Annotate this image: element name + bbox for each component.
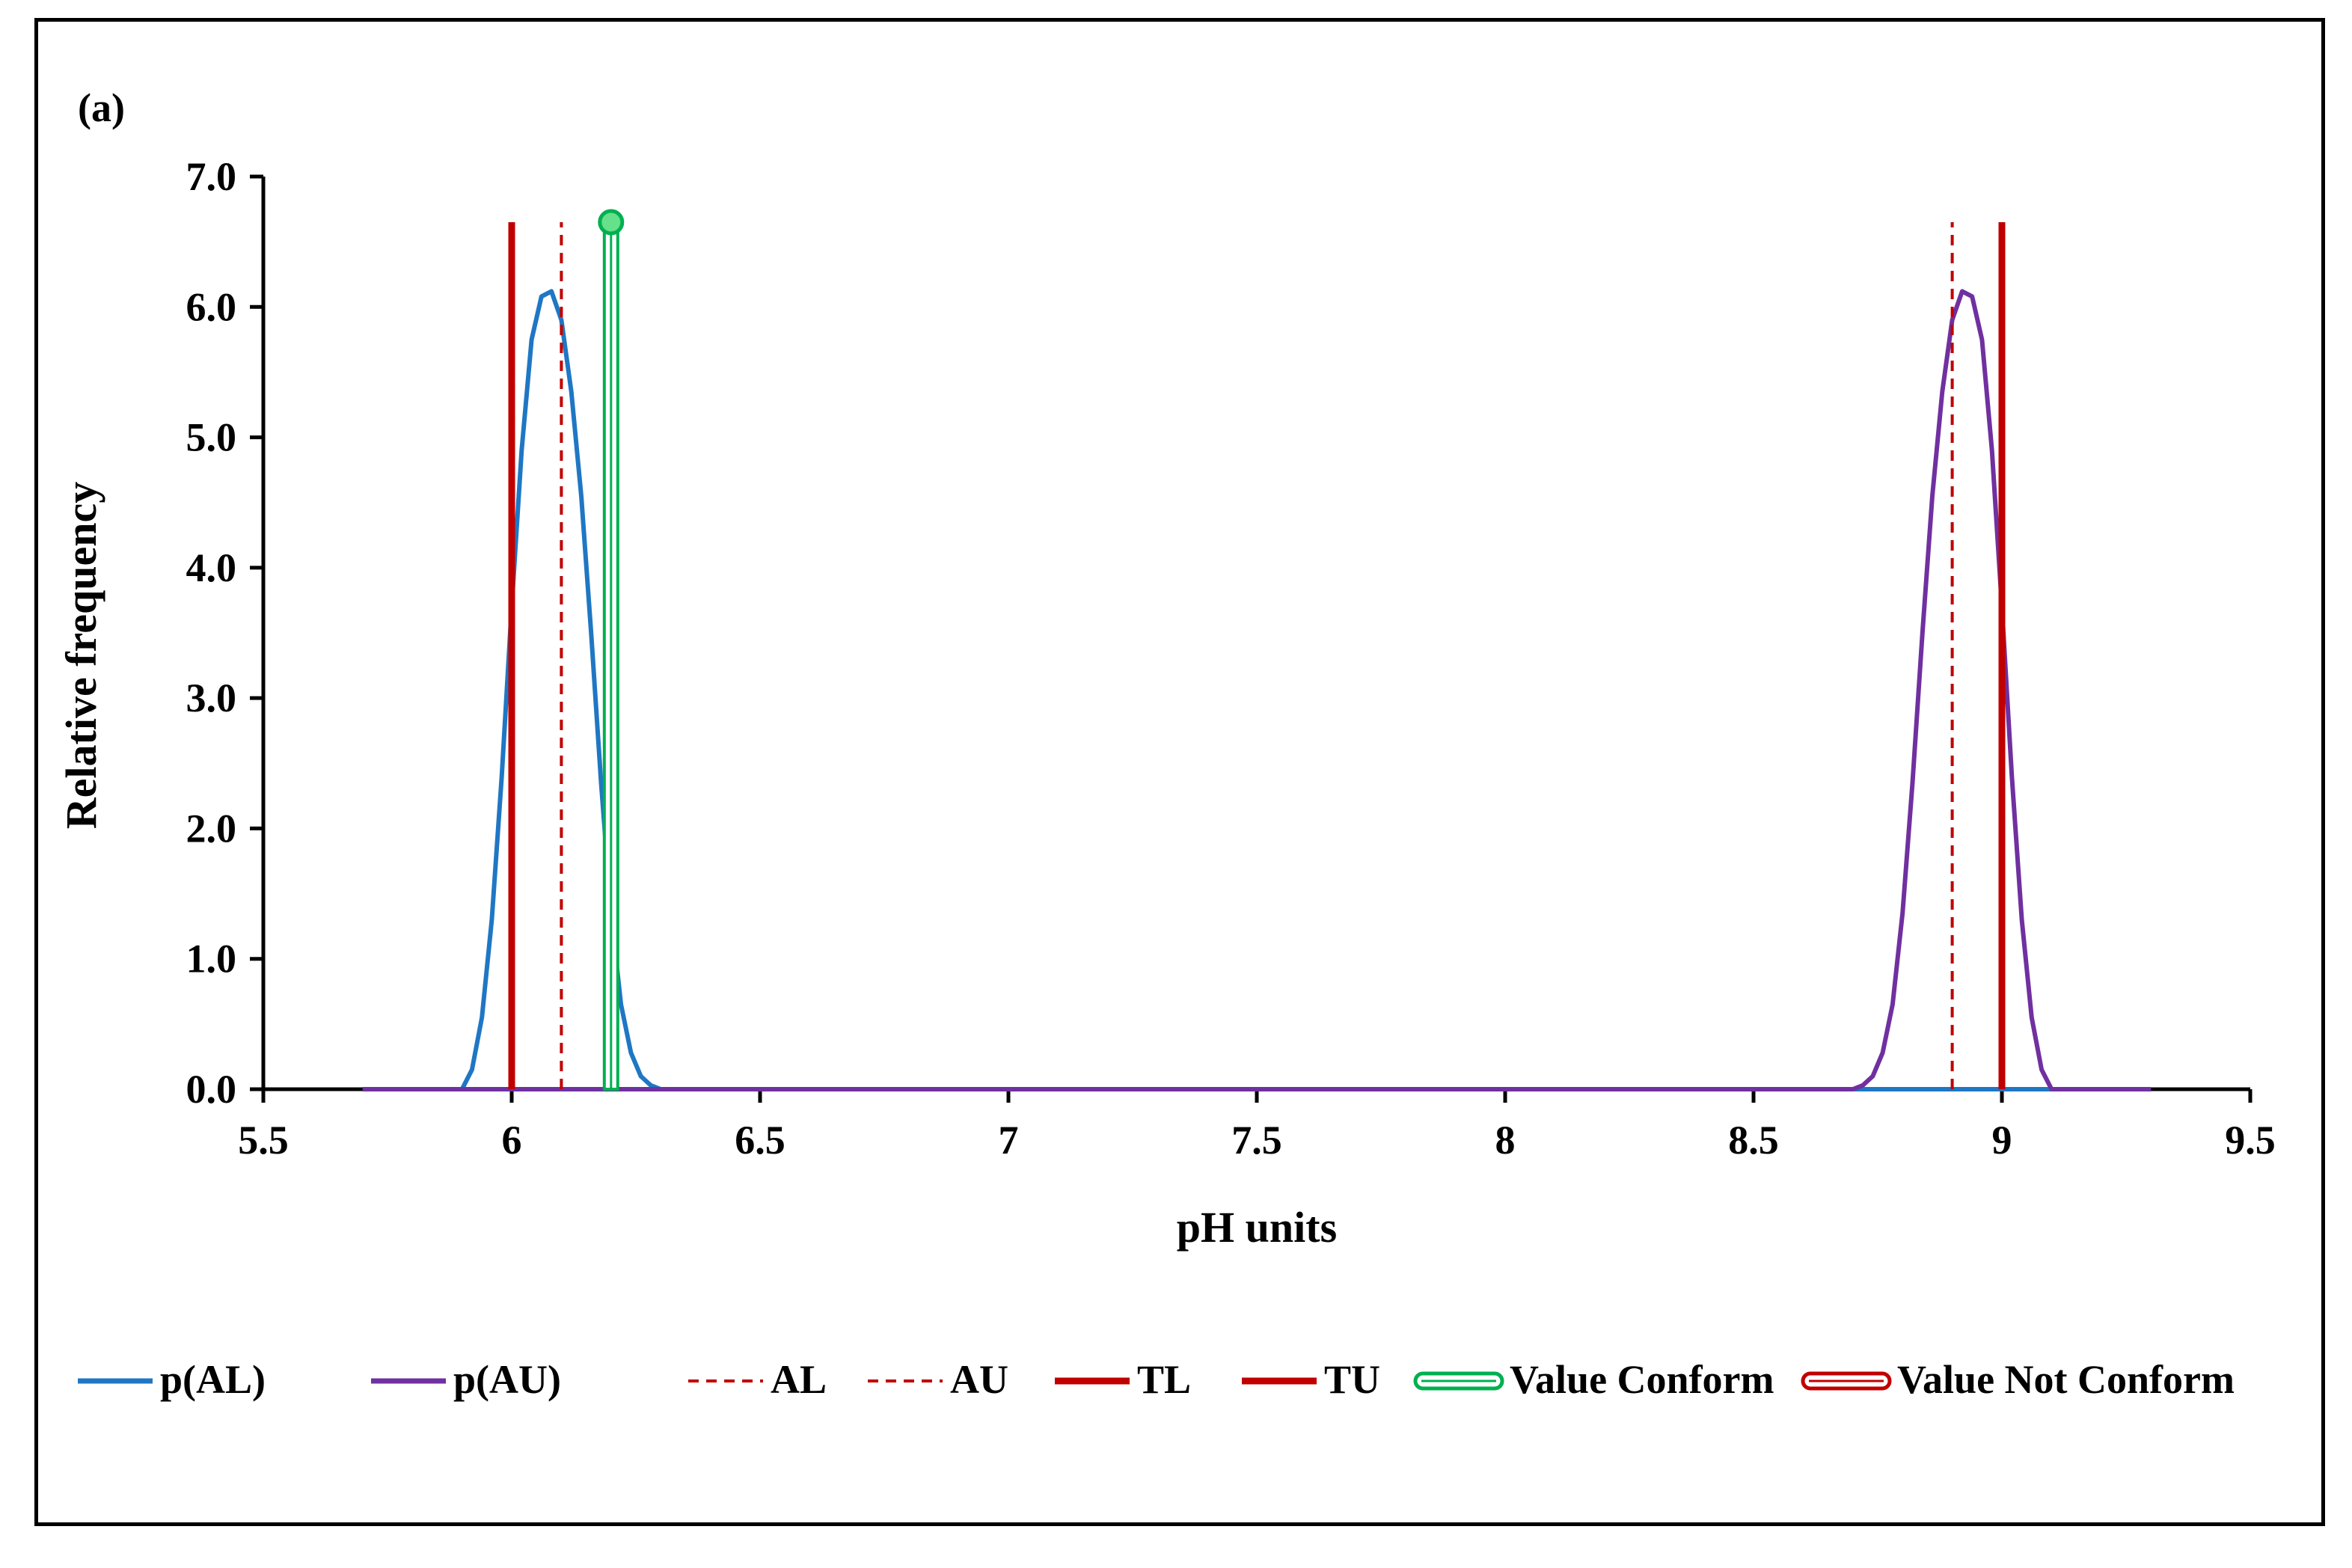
legend-label-p-al: p(AL) (160, 1357, 266, 1402)
legend-label-p-au: p(AU) (453, 1357, 561, 1402)
legend-label-value-conform: Value Conform (1510, 1357, 1774, 1402)
plot-layer: 0.0 1.0 2.0 3.0 4.0 5.0 6.0 7.0 5.5 6 6.5 7 7.5 8 8.5 9… (186, 154, 2276, 1163)
x-tick-label: 7 (999, 1118, 1019, 1163)
series-p-au-curve (362, 289, 2152, 1091)
y-tick-label: 0.0 (186, 1067, 237, 1112)
x-tick-label: 9.5 (2225, 1118, 2276, 1163)
y-tick-label: 1.0 (186, 937, 237, 981)
y-tick-label: 3.0 (186, 676, 237, 720)
y-tick-label: 5.0 (186, 415, 237, 460)
x-tick-label: 5.5 (238, 1118, 289, 1163)
y-tick-label: 7.0 (186, 154, 237, 199)
chart-frame (34, 18, 2325, 1526)
legend-label-tl: TL (1137, 1357, 1191, 1402)
x-tick-label: 6 (502, 1118, 522, 1163)
legend-label-al: AL (771, 1357, 827, 1402)
legend-label-value-not-conform: Value Not Conform (1897, 1357, 2235, 1402)
x-tick-label: 9 (1992, 1118, 2012, 1163)
y-tick-label: 4.0 (186, 545, 237, 590)
panel-label: (a) (78, 85, 125, 130)
y-tick-label: 6.0 (186, 284, 237, 329)
x-tick-label: 8.5 (1728, 1118, 1779, 1163)
series-value-conform-marker (598, 209, 625, 236)
legend: p(AL) p(AU) AL AU TL TU Value Conform Value Not… (78, 1357, 2235, 1402)
series-p-al-curve (362, 289, 2152, 1091)
x-tick-label: 7.5 (1231, 1118, 1282, 1163)
x-tick-label: 6.5 (735, 1118, 785, 1163)
x-tick-label: 8 (1495, 1118, 1516, 1163)
x-axis-title: pH units (1177, 1203, 1337, 1252)
legend-label-au: AU (950, 1357, 1008, 1402)
y-tick-label: 2.0 (186, 806, 237, 851)
legend-label-tu: TU (1324, 1357, 1380, 1402)
y-axis-title: Relative frequency (57, 482, 105, 829)
